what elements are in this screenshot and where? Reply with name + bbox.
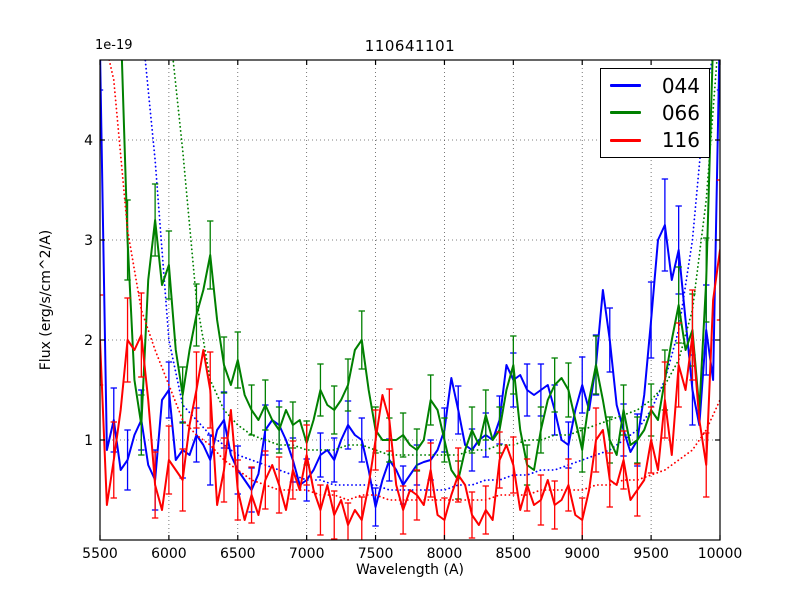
x-tick-label: 7500 (358, 546, 394, 562)
y-axis-offset-text: 1e-19 (95, 38, 133, 53)
legend: 044 066 116 (600, 68, 710, 158)
axis-ticks (99, 60, 721, 540)
noise-curve-044 (144, 60, 714, 491)
legend-line-swatch-116 (610, 138, 641, 142)
y-tick-label: 3 (84, 233, 93, 249)
x-tick-label: 6000 (151, 546, 187, 562)
plot-area (100, 60, 720, 540)
x-tick-label: 8500 (496, 546, 532, 562)
tick-labels: 5500 6000 6500 7000 7500 8000 8500 9000 9500 1000… (82, 133, 742, 562)
legend-label: 066 (661, 100, 700, 125)
legend-item-116: 116 (610, 130, 700, 150)
y-axis-label: Flux (erg/s/cm^2/A) (38, 229, 54, 371)
x-axis-label: Wavelength (A) (355, 562, 464, 578)
x-tick-label: 9000 (564, 546, 600, 562)
y-tick-label: 1 (84, 433, 93, 449)
x-tick-label: 8000 (427, 546, 463, 562)
page-title: 110641101 (364, 37, 456, 55)
legend-line-swatch-044 (610, 84, 641, 88)
x-tick-label: 7000 (289, 546, 325, 562)
series-line-066 (120, 60, 714, 481)
axes-frame (99, 59, 721, 541)
legend-item-044: 044 (610, 76, 700, 96)
legend-item-066: 066 (610, 103, 700, 123)
x-tick-label: 10000 (698, 546, 743, 562)
legend-line-swatch-066 (610, 111, 641, 115)
x-tick-label: 6500 (220, 546, 256, 562)
legend-label: 044 (661, 73, 700, 98)
series-line-044 (100, 60, 720, 508)
x-tick-label: 9500 (633, 546, 669, 562)
x-tick-label: 5500 (82, 546, 118, 562)
y-tick-label: 2 (84, 333, 93, 349)
legend-label: 116 (661, 128, 700, 153)
series-line-116 (100, 249, 720, 526)
y-tick-label: 4 (84, 133, 93, 149)
